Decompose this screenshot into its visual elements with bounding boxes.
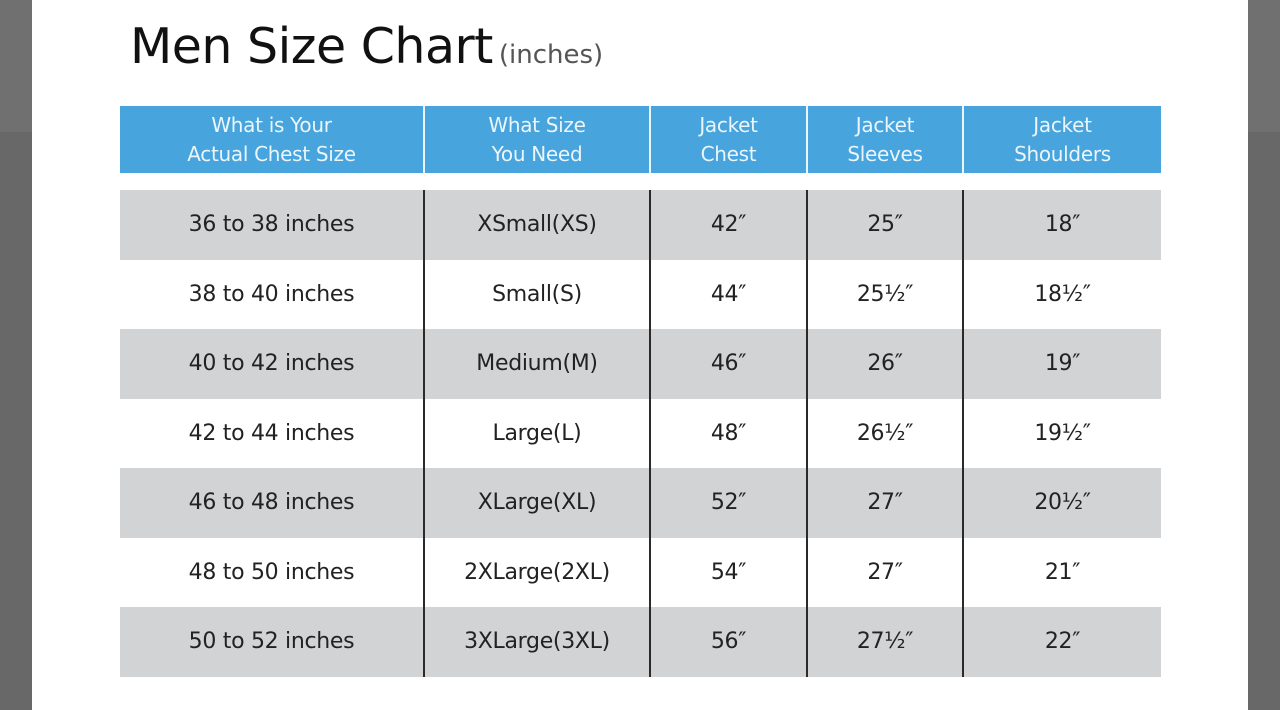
column-header: Jacket Sleeves [808,106,964,173]
table-cell: 19½″ [1034,420,1091,446]
backdrop-left [0,0,32,710]
table-cell: 54″ [651,537,808,607]
table-row: 42 to 44 inches Large(L) 48″ 26½″ 19½″ [120,398,1161,468]
column-header: What Size You Need [425,106,651,173]
table-cell: 48 to 50 inches [120,537,425,607]
table-cell: 27½″ [808,607,964,677]
table-cell: 25½″ [808,259,964,329]
table-cell: Medium(M) [425,329,651,399]
table-row: 48 to 50 inches 2XLarge(2XL) 54″ 27″ 21″ [120,537,1161,607]
table-cell: 36 to 38 inches [120,190,425,260]
table-cell: 2XLarge(2XL) [425,537,651,607]
table-cell: 52″ [651,468,808,538]
table-row: 50 to 52 inches 3XLarge(3XL) 56″ 27½″ 22″ [120,607,1161,677]
title-unit: (inches) [498,40,604,70]
table-cell: 40 to 42 inches [120,329,425,399]
table-cell: 46″ [651,329,808,399]
column-header-line: Sleeves [847,141,923,166]
table-cell: XSmall(XS) [425,190,651,260]
table-cell: 27″ [808,537,964,607]
column-header: What is Your Actual Chest Size [120,106,425,173]
table-cell: 50 to 52 inches [120,607,425,677]
table-row: 46 to 48 inches XLarge(XL) 52″ 27″ 20½″ [120,468,1161,538]
table-cell: 18½″ [1034,281,1091,307]
table-cell: 48″ [651,398,808,468]
table-row: 38 to 40 inches Small(S) 44″ 25½″ 18½″ [120,259,1161,329]
table-cell: 22″ [1044,629,1081,655]
backdrop-right [1248,0,1280,710]
column-header-line: You Need [491,141,583,166]
title-text: Men Size Chart [130,18,493,75]
table-cell: 44″ [651,259,808,329]
column-header-line: Jacket [699,112,758,137]
table-cell: 38 to 40 inches [120,259,425,329]
table-cell: 18″ [1044,212,1081,238]
table-cell: Large(L) [425,398,651,468]
table-row: 40 to 42 inches Medium(M) 46″ 26″ 19″ [120,329,1161,399]
table-cell: XLarge(XL) [425,468,651,538]
table-cell: 42″ [651,190,808,260]
table-cell: 21″ [1044,559,1081,585]
column-header-line: Actual Chest Size [187,141,356,166]
table-cell: 20½″ [1034,490,1091,516]
column-header-line: Chest [700,141,757,166]
table-cell: 46 to 48 inches [120,468,425,538]
column-header-line: Jacket [1033,112,1092,137]
table-cell: 19″ [1044,351,1081,377]
table-body: 36 to 38 inches XSmall(XS) 42″ 25″ 18″ 38 to … [120,190,1161,677]
column-header: Jacket Shoulders [964,106,1161,173]
chart-title: Men Size Chart (inches) [130,18,603,75]
column-header-line: Jacket [855,112,915,137]
table-cell: Small(S) [425,259,651,329]
table-header: What is Your Actual Chest Size What Size Yo… [120,106,1161,173]
column-header: Jacket Chest [651,106,808,173]
table-row: 36 to 38 inches XSmall(XS) 42″ 25″ 18″ [120,190,1161,260]
table-cell: 26½″ [808,398,964,468]
table-cell: 3XLarge(3XL) [425,607,651,677]
table-cell: 27″ [808,468,964,538]
column-header-line: Shoulders [1014,141,1111,166]
table-cell: 25″ [808,190,964,260]
column-header-line: What Size [488,112,586,137]
table-cell: 26″ [808,329,964,399]
table-cell: 42 to 44 inches [120,398,425,468]
column-header-line: What is Your [211,112,332,137]
table-cell: 56″ [651,607,808,677]
